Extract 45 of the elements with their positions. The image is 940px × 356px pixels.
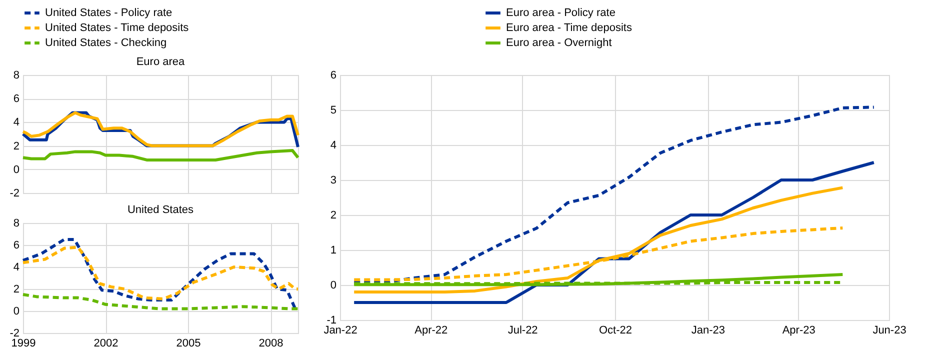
y-tick-label: 0 <box>13 164 20 176</box>
y-tick-label: 5 <box>330 104 336 116</box>
x-tick-label: Jun-23 <box>872 324 906 336</box>
y-tick-label: 6 <box>13 93 20 106</box>
y-tick-label: 1 <box>330 244 336 256</box>
line-series <box>22 149 300 162</box>
x-tick-label: Apr-22 <box>414 324 448 336</box>
line-series <box>22 111 300 148</box>
x-tick-label: 2002 <box>94 338 118 350</box>
y-tick-label: 2 <box>330 210 336 222</box>
line-series <box>352 106 876 284</box>
y-tick-label: -2 <box>10 188 20 200</box>
line-series <box>22 293 300 310</box>
y-tick-label: -2 <box>10 328 20 340</box>
chart-title: Euro area <box>136 56 186 68</box>
y-tick-label: 0 <box>330 280 336 292</box>
legend-label: United States - Checking <box>45 37 167 49</box>
x-tick-label: Jul-22 <box>508 324 538 336</box>
line-series <box>352 186 844 294</box>
legend-label: Euro area - Time deposits <box>506 22 632 34</box>
x-tick-label: Jan-22 <box>324 324 358 336</box>
y-tick-label: 4 <box>13 262 20 274</box>
chart-title: United States <box>127 204 194 216</box>
x-tick-label: 2005 <box>176 338 201 350</box>
y-tick-label: 3 <box>330 174 336 186</box>
y-tick-label: 8 <box>13 218 20 230</box>
y-tick-label: 0 <box>13 306 20 318</box>
y-tick-label: 8 <box>13 70 20 82</box>
legend-label: United States - Time deposits <box>45 22 190 34</box>
y-tick-label: 2 <box>13 284 20 296</box>
x-tick-label: Jan-23 <box>691 324 725 336</box>
y-tick-label: 6 <box>13 240 20 252</box>
legend-label: Euro area - Overnight <box>506 37 612 49</box>
y-tick-label: 4 <box>330 140 336 152</box>
y-tick-label: 4 <box>13 116 20 129</box>
x-tick-label: 2008 <box>258 338 284 350</box>
x-tick-label: 1999 <box>11 338 36 350</box>
y-tick-label: 6 <box>330 70 336 82</box>
legend-label: United States - Policy rate <box>45 7 172 19</box>
line-series <box>22 246 300 300</box>
y-tick-label: 2 <box>13 140 20 152</box>
y-tick-label: -1 <box>326 314 336 326</box>
x-tick-label: Oct-22 <box>598 324 632 336</box>
legend-label: Euro area - Policy rate <box>506 7 616 19</box>
x-tick-label: Apr-23 <box>782 324 816 336</box>
